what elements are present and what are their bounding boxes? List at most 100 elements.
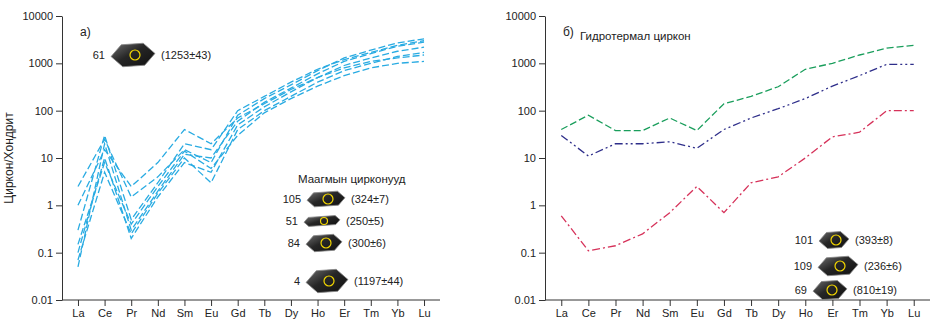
ree-line [78, 42, 424, 267]
ree-line [78, 52, 424, 260]
grain-annotation: 84(300±6) [288, 234, 386, 252]
x-tick-mark [561, 300, 562, 306]
zircon-grain [110, 42, 155, 67]
y-tick-mark [539, 253, 545, 254]
x-tick-label: Dy [285, 307, 299, 319]
grain-annotation: 105(324±7) [283, 191, 389, 208]
y-axis-title: Циркон/Хондрит [2, 112, 16, 204]
x-tick-mark [291, 300, 292, 306]
x-tick-mark [778, 300, 779, 306]
x-tick-mark [914, 300, 915, 306]
ree-line [561, 45, 913, 130]
analysis-spot [321, 238, 331, 248]
y-tick: 0.01 [515, 294, 545, 306]
grain-age: (1197±44) [354, 275, 403, 287]
y-tick-mark [56, 205, 62, 206]
y-tick: 1 [47, 199, 62, 211]
y-tick-label: 10 [41, 152, 53, 164]
y-tick: 0.1 [38, 247, 62, 259]
x-tick: Nd [151, 300, 165, 319]
y-tick: 10000 [505, 10, 545, 22]
ree-line [78, 41, 424, 230]
grain-age: (236±6) [864, 260, 902, 272]
x-tick-mark [344, 300, 345, 306]
y-tick: 1000 [29, 57, 62, 69]
x-tick-label: Eu [205, 307, 218, 319]
x-tick: Sm [662, 300, 679, 319]
ree-line [78, 55, 424, 205]
y-tick-mark [539, 63, 545, 64]
x-tick-label: Tm [852, 307, 868, 319]
y-tick-mark [56, 16, 62, 17]
plot-area [561, 45, 913, 250]
panel-label: б) [563, 25, 574, 39]
zircon-grain [818, 231, 849, 249]
y-tick-label: 1000 [29, 57, 53, 69]
x-tick-label: Gd [231, 307, 246, 319]
grain-annotation: 61(1253±43) [93, 42, 211, 67]
x-tick-label: Er [339, 307, 350, 319]
group-label: Гидротермал циркон [580, 30, 691, 42]
zircon-grain [304, 215, 341, 226]
y-tick-label: 100 [518, 105, 536, 117]
x-tick: Tb [745, 300, 758, 319]
x-tick-label: Eu [691, 307, 704, 319]
analysis-spot [323, 194, 333, 204]
grain-age: (324±7) [351, 193, 389, 205]
x-tick-mark [184, 300, 185, 306]
y-tick-mark [56, 63, 62, 64]
x-axis: LaCePrNdSmEuGdTbDyHoErTmYbLu [545, 300, 930, 319]
x-tick: Nd [636, 300, 650, 319]
analysis-spot [831, 235, 841, 245]
x-tick-mark [424, 300, 425, 306]
grain-age: (810±19) [853, 284, 897, 296]
y-axis-line [545, 17, 546, 301]
x-tick: Dy [285, 300, 299, 319]
y-tick-label: 0.01 [32, 294, 53, 306]
panel: 0.010.1110100100010000LaCePrNdSmEuGdTbDy… [505, 10, 930, 319]
x-tick-mark [887, 300, 888, 306]
y-tick-label: 1000 [512, 57, 536, 69]
x-tick-label: Yb [391, 307, 404, 319]
x-axis-line [545, 300, 930, 301]
y-tick-label: 0.1 [521, 247, 536, 259]
y-tick-mark [539, 16, 545, 17]
y-tick-label: 10000 [505, 10, 536, 22]
panel-label: а) [80, 25, 91, 39]
x-tick-label: Lu [418, 307, 430, 319]
y-tick-mark [56, 300, 62, 301]
y-tick-mark [539, 205, 545, 206]
grain-annotation: 69(810±19) [795, 280, 897, 300]
grain-number: 4 [294, 275, 300, 287]
x-tick-mark [615, 300, 616, 306]
ree-line [78, 47, 424, 253]
grain-number: 84 [288, 237, 300, 249]
x-tick: Sm [177, 300, 194, 319]
x-tick-label: Nd [636, 307, 650, 319]
x-tick-label: Sm [177, 307, 194, 319]
x-tick-label: La [556, 307, 569, 319]
y-tick-label: 0.1 [38, 247, 53, 259]
ree-line [78, 61, 424, 244]
y-axis-line [62, 17, 63, 301]
x-tick-label: Tm [363, 307, 379, 319]
ree-line [78, 39, 424, 197]
x-tick-mark [751, 300, 752, 306]
ree-line [561, 64, 913, 156]
zircon-grain [817, 256, 858, 277]
x-tick-mark [78, 300, 79, 306]
x-tick: Tb [258, 300, 271, 319]
ree-line [561, 111, 913, 251]
y-axis: 0.010.1110100100010000 [505, 10, 545, 306]
grain-age: (393±8) [855, 234, 893, 246]
grain-annotation: 4 (1197±44) [294, 269, 403, 294]
x-tick: Gd [717, 300, 732, 319]
x-tick: Ho [311, 300, 325, 319]
y-tick: 100 [518, 105, 545, 117]
analysis-spot [321, 218, 328, 225]
x-tick-mark [805, 300, 806, 306]
x-tick-label: Pr [126, 307, 137, 319]
x-tick-mark [158, 300, 159, 306]
x-tick-label: Nd [151, 307, 165, 319]
x-tick-label: Tb [258, 307, 271, 319]
